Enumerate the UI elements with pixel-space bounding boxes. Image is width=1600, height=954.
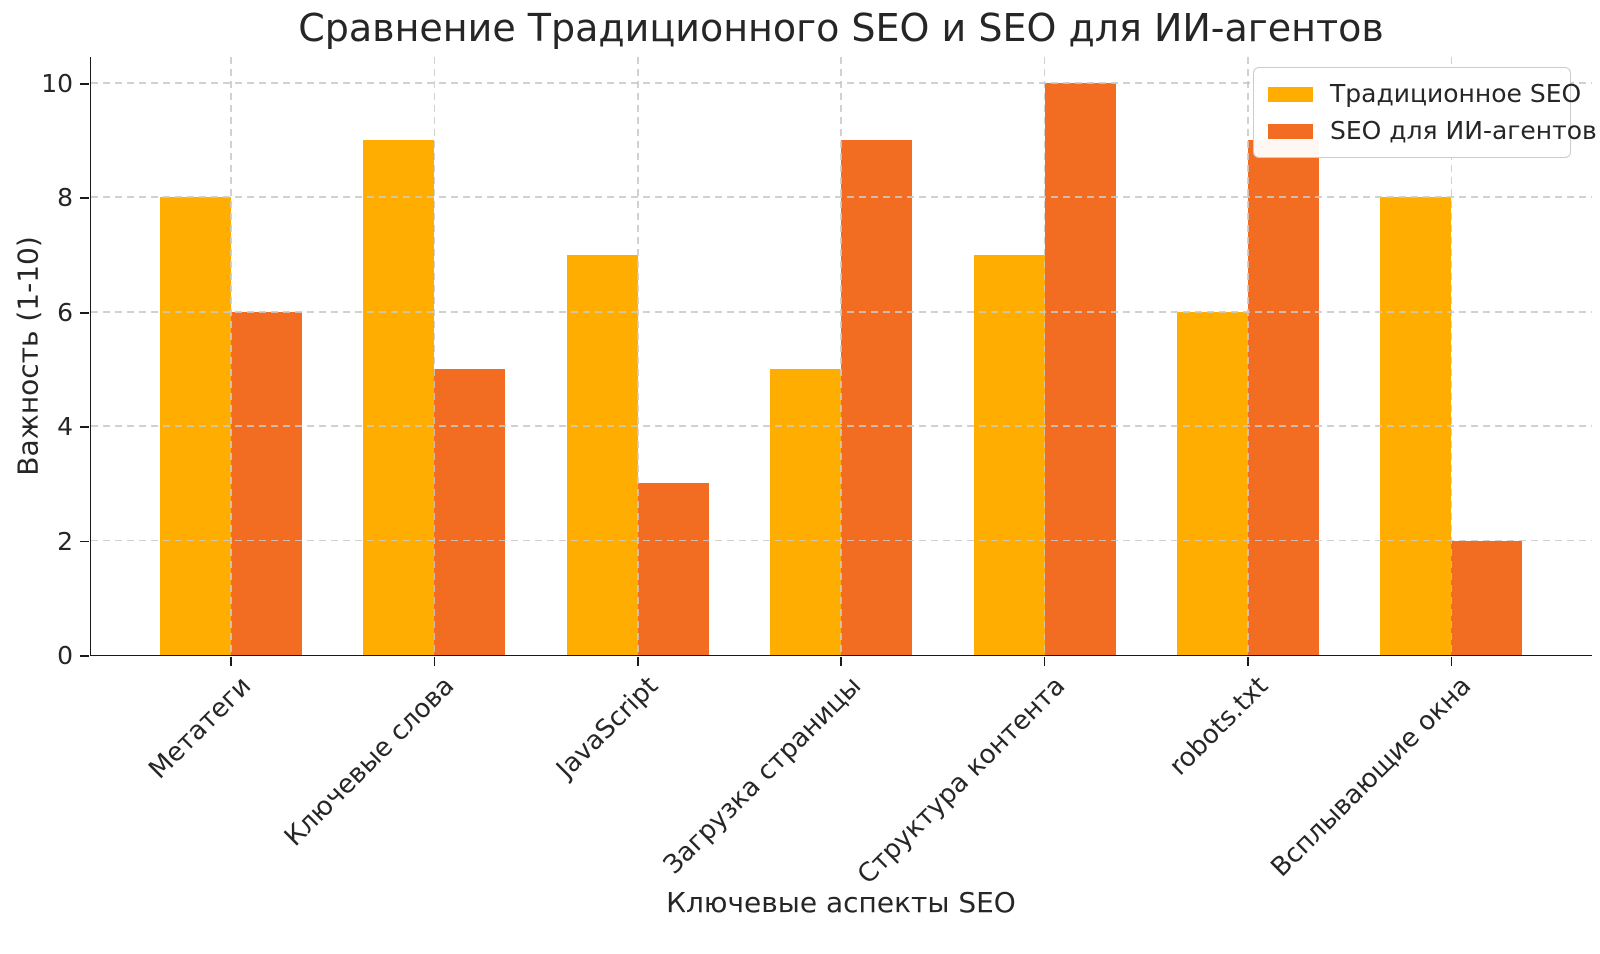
y-tick-8 <box>80 197 90 200</box>
y-tick-10 <box>80 82 90 85</box>
x-tick-3 <box>840 656 843 666</box>
x-tick-label-4: Структура контента <box>851 671 1071 891</box>
legend-swatch-ai-agents <box>1268 123 1313 139</box>
x-tick-0 <box>230 656 232 666</box>
legend-entry-traditional: Традиционное SEO <box>1268 79 1581 109</box>
x-tick-label-6: Всплывающие окна <box>1265 671 1478 883</box>
bar-s0-c2 <box>566 254 638 655</box>
x-tick-label-0: Метатеги <box>143 671 258 785</box>
x-tick-label-2: JavaScript <box>550 671 665 785</box>
legend-label-traditional: Традиционное SEO <box>1330 79 1582 108</box>
x-tick-label-5: robots.txt <box>1163 671 1275 782</box>
legend-entry-ai-agents: SEO для ИИ-агентов <box>1268 116 1597 146</box>
x-tick-6 <box>1450 656 1453 666</box>
y-tick-label-4: 4 <box>57 412 73 442</box>
x-axis-label: Ключевые аспекты SEO <box>666 886 1016 919</box>
gridline-v-2 <box>636 57 639 655</box>
gridline-v-4 <box>1043 57 1046 655</box>
gridline-v-3 <box>840 57 843 655</box>
y-tick-label-2: 2 <box>57 526 73 556</box>
chart-title: Сравнение Традиционного SEO и SEO для ИИ… <box>298 6 1384 50</box>
y-tick-2 <box>80 540 90 543</box>
x-tick-label-1: Ключевые слова <box>279 671 461 853</box>
bar-s1-c5 <box>1248 140 1319 655</box>
x-tick-4 <box>1043 656 1046 666</box>
x-tick-label-3: Загрузка страницы <box>658 671 868 881</box>
bar-s0-c3 <box>770 368 842 655</box>
bar-s1-c3 <box>841 140 913 655</box>
y-axis-label: Важность (1-10) <box>11 236 45 476</box>
legend-label-ai-agents: SEO для ИИ-агентов <box>1330 116 1597 145</box>
bar-s0-c1 <box>363 140 435 655</box>
legend-swatch-traditional <box>1268 86 1313 102</box>
bar-s1-c1 <box>434 368 506 655</box>
x-tick-5 <box>1247 656 1249 666</box>
bar-s1-c6 <box>1451 540 1523 655</box>
y-tick-label-10: 10 <box>41 68 73 98</box>
x-tick-1 <box>433 656 436 666</box>
gridline-v-5 <box>1247 57 1249 655</box>
gridline-v-6 <box>1450 57 1453 655</box>
bar-s1-c2 <box>637 483 709 655</box>
x-tick-2 <box>636 656 639 666</box>
y-tick-label-6: 6 <box>57 297 73 327</box>
y-tick-6 <box>80 311 90 314</box>
gridline-v-1 <box>433 57 436 655</box>
y-tick-0 <box>80 655 90 657</box>
y-tick-4 <box>80 426 90 429</box>
legend: Традиционное SEO SEO для ИИ-агентов <box>1253 67 1597 158</box>
bar-s1-c4 <box>1044 82 1116 655</box>
bar-s1-c0 <box>231 311 302 655</box>
axes: 0 2 4 6 8 10 Метатеги Ключевые слова JavaScript З… <box>41 57 1592 890</box>
bar-s0-c5 <box>1177 311 1248 655</box>
y-tick-label-0: 0 <box>57 641 73 670</box>
y-tick-label-8: 8 <box>57 183 73 213</box>
bar-s0-c4 <box>973 254 1045 655</box>
gridline-v-0 <box>230 57 232 655</box>
